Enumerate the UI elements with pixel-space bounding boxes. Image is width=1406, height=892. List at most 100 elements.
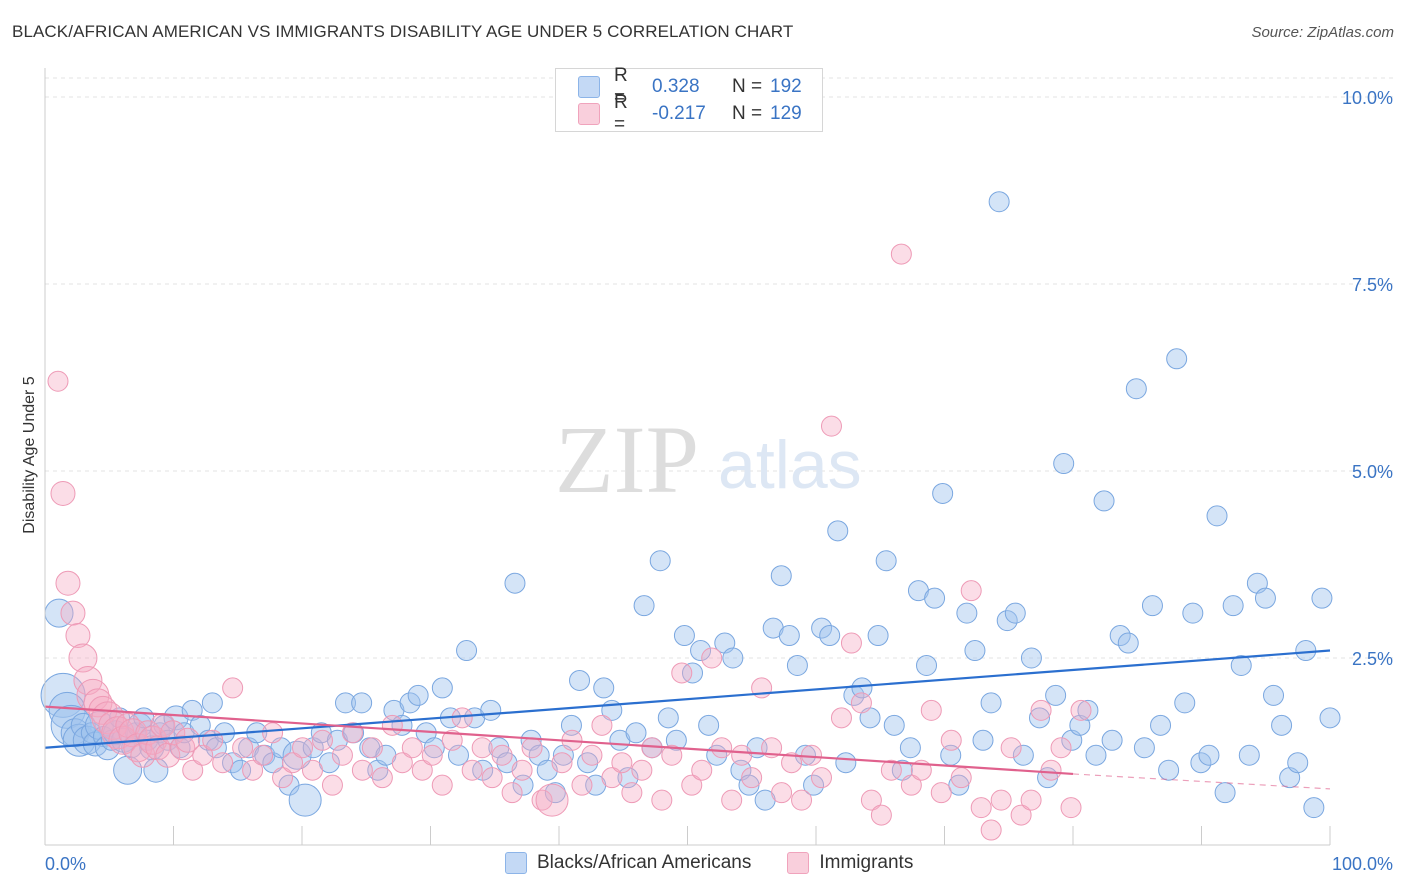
chart-title: BLACK/AFRICAN AMERICAN VS IMMIGRANTS DIS… — [12, 22, 794, 41]
point-immigrants — [960, 580, 982, 602]
point-blacks — [1141, 595, 1163, 617]
point-blacks — [1133, 737, 1155, 759]
point-blacks — [335, 692, 357, 714]
point-blacks — [70, 712, 96, 738]
point-blacks — [835, 752, 857, 774]
point-immigrants — [781, 752, 803, 774]
y-tick-label: 2.5% — [1352, 649, 1393, 669]
point-immigrants — [890, 243, 912, 265]
legend-swatch-pink — [578, 103, 600, 125]
point-blacks — [843, 684, 865, 706]
point-immigrants — [282, 752, 304, 774]
point-immigrants — [381, 714, 403, 736]
point-immigrants — [840, 632, 862, 654]
point-immigrants — [451, 707, 473, 729]
point-blacks — [980, 692, 1002, 714]
point-immigrants — [661, 744, 683, 766]
point-blacks — [351, 692, 373, 714]
legend-item-blacks[interactable]: Blacks/African Americans — [505, 852, 751, 874]
point-blacks — [407, 684, 429, 706]
point-immigrants — [491, 744, 513, 766]
point-blacks — [1238, 744, 1260, 766]
point-blacks — [1085, 744, 1107, 766]
point-blacks — [956, 602, 978, 624]
point-blacks — [988, 191, 1010, 213]
point-immigrants — [1020, 789, 1042, 811]
axes: 0.0% 100.0% — [44, 68, 1393, 874]
trend-line-blacks — [44, 649, 1331, 749]
r-value: -0.217 — [652, 103, 706, 124]
point-immigrants — [601, 767, 623, 789]
point-blacks — [1028, 707, 1050, 729]
point-immigrants — [441, 729, 463, 751]
point-blacks — [1158, 759, 1180, 781]
point-immigrants — [68, 643, 98, 673]
point-blacks — [399, 692, 421, 714]
point-immigrants — [212, 752, 234, 774]
point-immigrants — [1050, 737, 1072, 759]
legend-row-immigrants: R = -0.217 N = 129 — [578, 92, 802, 135]
point-blacks — [883, 714, 905, 736]
point-immigrants — [55, 570, 81, 596]
point-blacks — [770, 565, 792, 587]
point-blacks — [1053, 453, 1075, 475]
point-immigrants — [850, 692, 872, 714]
point-immigrants — [471, 737, 493, 759]
point-blacks — [431, 677, 453, 699]
point-blacks — [456, 640, 478, 662]
point-blacks — [1263, 684, 1285, 706]
point-blacks — [803, 774, 825, 796]
point-blacks — [282, 740, 312, 770]
point-immigrants — [611, 752, 633, 774]
point-blacks — [512, 774, 534, 796]
series-legend: Blacks/African Americans Immigrants — [505, 852, 949, 874]
point-blacks — [288, 783, 322, 817]
point-immigrants — [301, 759, 323, 781]
point-immigrants — [771, 782, 793, 804]
point-blacks — [1166, 348, 1188, 370]
point-blacks — [1319, 707, 1341, 729]
point-immigrants — [651, 789, 673, 811]
point-immigrants — [571, 774, 593, 796]
points — [40, 191, 1341, 841]
point-blacks — [1190, 752, 1212, 774]
point-blacks — [504, 572, 526, 594]
y-tick-label: 7.5% — [1352, 275, 1393, 295]
point-immigrants — [401, 737, 423, 759]
point-immigrants — [170, 735, 196, 761]
point-blacks — [1287, 752, 1309, 774]
point-immigrants — [192, 744, 214, 766]
point-blacks — [932, 482, 954, 504]
point-blacks — [1303, 797, 1325, 819]
point-blacks — [964, 640, 986, 662]
point-blacks — [625, 722, 647, 744]
point-blacks — [924, 587, 946, 609]
point-immigrants — [970, 797, 992, 819]
point-blacks — [1077, 699, 1099, 721]
point-immigrants — [292, 737, 314, 759]
point-blacks — [972, 729, 994, 751]
legend-swatch-blue — [578, 76, 600, 98]
point-immigrants — [242, 759, 264, 781]
point-immigrants — [741, 767, 763, 789]
point-immigrants — [371, 767, 393, 789]
point-immigrants — [621, 782, 643, 804]
legend-row-blacks: R = 0.328 N = 192 — [578, 65, 802, 108]
point-immigrants — [182, 759, 204, 781]
point-immigrants — [811, 767, 833, 789]
point-blacks — [899, 737, 921, 759]
legend-item-immigrants[interactable]: Immigrants — [787, 852, 913, 874]
point-immigrants — [1070, 699, 1092, 721]
point-blacks — [778, 625, 800, 647]
point-immigrants — [421, 744, 443, 766]
point-blacks — [1150, 714, 1172, 736]
point-blacks — [690, 640, 712, 662]
point-immigrants — [880, 759, 902, 781]
point-immigrants — [252, 744, 274, 766]
n-label: N = — [732, 103, 763, 124]
point-immigrants — [50, 480, 76, 506]
point-blacks — [851, 677, 873, 699]
stats-legend: R = 0.328 N = 192 R = -0.217 N = 129 — [555, 65, 823, 135]
trend-line-immigrants — [44, 705, 1074, 776]
point-blacks — [1254, 587, 1276, 609]
